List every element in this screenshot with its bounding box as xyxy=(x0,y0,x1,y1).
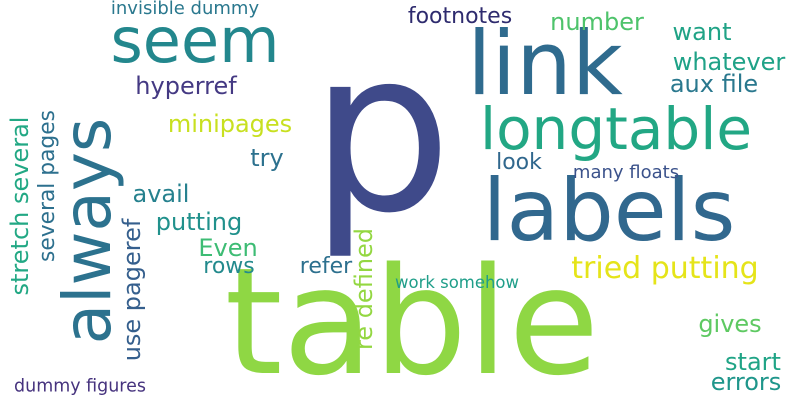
word-rows: rows xyxy=(203,254,255,279)
word-putting: putting xyxy=(155,208,243,236)
word-even: Even xyxy=(198,234,258,262)
word-stretch-several: stretch several xyxy=(6,116,34,296)
word-seem: seem xyxy=(110,4,280,77)
word-gives: gives xyxy=(698,310,762,338)
word-re-defined: re defined xyxy=(350,227,378,351)
word-longtable: longtable xyxy=(479,95,753,163)
word-start: start xyxy=(725,348,781,376)
word-several-pages: several pages xyxy=(35,110,61,262)
word-table: table xyxy=(224,236,600,400)
word-tried-putting: tried putting xyxy=(571,251,759,286)
word-use-pageref: use pageref xyxy=(118,218,146,362)
word-hyperref: hyperref xyxy=(135,72,237,100)
word-avail: avail xyxy=(132,180,190,208)
word-minipages: minipages xyxy=(167,110,293,138)
word-link: link xyxy=(467,12,623,115)
word-dummy-figures: dummy figures xyxy=(14,376,146,397)
word-errors: errors xyxy=(710,368,782,396)
word-aux-file: aux file xyxy=(669,70,759,98)
word-want: want xyxy=(672,18,732,46)
word-labels: labels xyxy=(482,161,736,261)
word-footnotes: footnotes xyxy=(407,4,513,29)
word-whatever: whatever xyxy=(672,48,786,76)
word-number: number xyxy=(550,8,644,36)
word-refer: refer xyxy=(299,254,353,279)
word-look: look xyxy=(496,150,542,175)
word-invisible-dummy: invisible dummy xyxy=(110,0,260,19)
word-work-somehow: work somehow xyxy=(395,272,519,292)
word-always: always xyxy=(49,117,126,345)
word-many-floats: many floats xyxy=(572,162,680,183)
word-try: try xyxy=(250,144,284,172)
word-p: p xyxy=(310,1,452,263)
